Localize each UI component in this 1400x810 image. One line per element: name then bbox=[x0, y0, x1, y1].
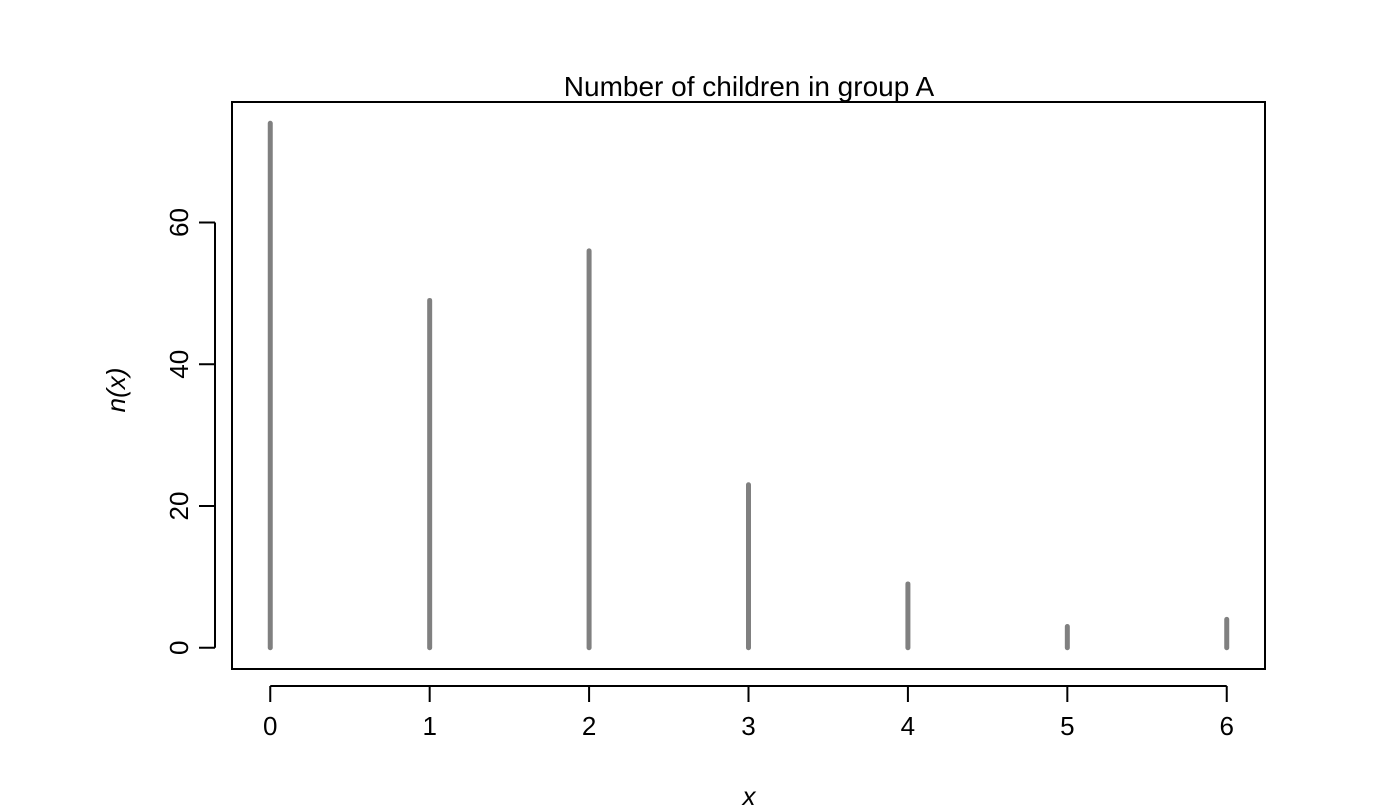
plot-frame bbox=[231, 101, 1266, 670]
x-tick-label-3: 3 bbox=[741, 711, 755, 741]
x-tick-label-1: 1 bbox=[422, 711, 436, 741]
x-tick-label-5: 5 bbox=[1060, 711, 1074, 741]
y-tick-label-40: 40 bbox=[164, 350, 194, 379]
x-tick-label-4: 4 bbox=[901, 711, 915, 741]
y-tick-label-0: 0 bbox=[164, 641, 194, 655]
y-axis: 0 20 40 60 bbox=[164, 208, 216, 655]
x-tick-label-2: 2 bbox=[582, 711, 596, 741]
chart-title: Number of children in group A bbox=[564, 71, 935, 102]
bars-layer bbox=[267, 120, 1230, 651]
x-tick-label-6: 6 bbox=[1220, 711, 1234, 741]
x-tick-label-0: 0 bbox=[263, 711, 277, 741]
y-tick-label-20: 20 bbox=[164, 492, 194, 521]
y-axis-label: n(x) bbox=[101, 368, 131, 413]
y-tick-label-60: 60 bbox=[164, 208, 194, 237]
x-axis: 0 1 2 3 4 5 6 bbox=[263, 685, 1234, 741]
x-axis-label: x bbox=[741, 781, 757, 805]
